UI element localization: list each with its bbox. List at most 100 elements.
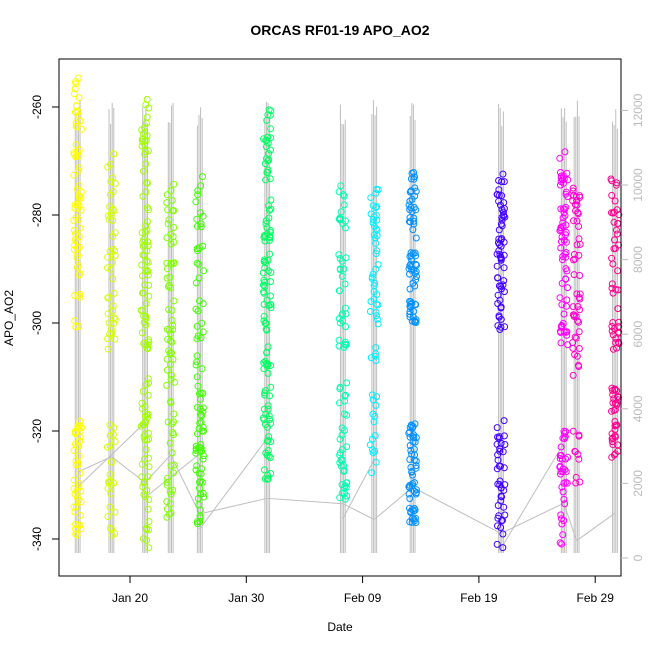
data-point (262, 176, 270, 184)
data-point (498, 192, 506, 200)
data-point (194, 495, 202, 502)
data-point (109, 205, 117, 213)
data-point (499, 530, 507, 538)
data-point (608, 453, 616, 461)
y2-tick-label: 0 (631, 554, 645, 561)
data-point (561, 466, 569, 474)
data-point (138, 399, 146, 407)
data-point (569, 371, 577, 379)
data-point (144, 242, 152, 250)
data-point (409, 480, 417, 488)
data-point (106, 432, 114, 440)
data-point (267, 301, 274, 309)
data-point (374, 261, 382, 269)
data-point (109, 431, 117, 439)
data-point (266, 416, 274, 423)
data-point (70, 246, 78, 254)
data-point (405, 265, 413, 273)
data-point (615, 211, 623, 219)
data-point (609, 441, 617, 449)
data-point (341, 482, 349, 490)
data-point (141, 436, 149, 444)
data-point (72, 153, 80, 161)
data-point (558, 233, 566, 241)
data-point (192, 361, 200, 369)
data-point (494, 522, 501, 530)
data-point (142, 222, 149, 230)
data-point (562, 328, 570, 336)
data-point (110, 319, 118, 327)
data-point (167, 371, 175, 379)
data-point (499, 281, 507, 289)
data-point (109, 232, 117, 240)
data-point (411, 300, 419, 308)
data-point (263, 349, 271, 357)
data-point (167, 330, 175, 338)
data-point (195, 244, 203, 252)
x-tick-label: Jan 30 (228, 591, 264, 605)
data-point (608, 322, 616, 330)
data-point (575, 345, 583, 352)
data-point (370, 418, 378, 426)
data-point (163, 274, 171, 282)
altitude-connector (576, 512, 616, 542)
data-point (342, 224, 349, 232)
data-point (561, 433, 569, 441)
data-point (337, 182, 345, 190)
data-point (70, 226, 78, 234)
data-point (559, 214, 567, 222)
data-point (575, 328, 583, 336)
data-point (140, 251, 148, 259)
data-point (194, 430, 201, 438)
data-point (72, 520, 79, 528)
data-point (142, 300, 150, 307)
data-point (575, 432, 583, 440)
data-point (373, 315, 381, 323)
data-point (71, 201, 79, 209)
data-point (138, 126, 146, 134)
data-point (609, 434, 617, 442)
data-point (406, 197, 414, 205)
data-point (144, 204, 151, 212)
data-point (497, 315, 505, 323)
data-point (167, 230, 175, 238)
chart-title: ORCAS RF01-19 APO_AO2 (250, 22, 429, 38)
data-point (368, 391, 376, 399)
data-point (500, 277, 508, 285)
data-point (142, 267, 150, 275)
data-point (608, 438, 616, 446)
data-point (76, 117, 84, 125)
data-point (561, 500, 569, 508)
data-point (140, 340, 148, 347)
data-point (71, 508, 79, 516)
data-point (406, 504, 413, 512)
data-point (569, 184, 577, 192)
data-point (562, 238, 570, 246)
data-point (194, 307, 202, 315)
data-point (197, 477, 205, 485)
data-point (166, 488, 174, 495)
data-point (145, 281, 153, 289)
data-point (108, 531, 116, 539)
data-point (193, 518, 201, 526)
data-point (140, 167, 147, 175)
data-point (570, 311, 578, 319)
data-point (336, 319, 344, 327)
data-point (336, 287, 344, 295)
data-point (71, 85, 79, 93)
data-point (576, 306, 584, 314)
data-point (342, 310, 350, 318)
data-point (495, 433, 503, 441)
x-tick-label: Jan 20 (112, 591, 148, 605)
data-point (137, 422, 145, 430)
data-point (563, 479, 571, 487)
data-point (196, 478, 203, 486)
y-tick-label: -340 (30, 527, 44, 551)
data-point (264, 133, 272, 141)
data-point (166, 361, 174, 368)
data-point (372, 401, 380, 409)
data-point (111, 438, 119, 445)
data-point (573, 290, 581, 298)
data-point (260, 405, 268, 413)
data-point (145, 544, 153, 552)
